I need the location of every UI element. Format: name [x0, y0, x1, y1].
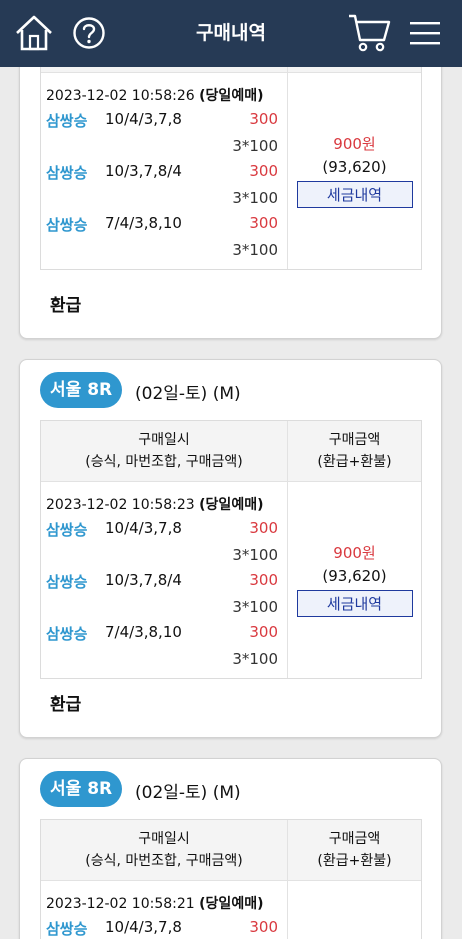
purchase-timestamp: 2023-12-02 10:58:21 (당일예매): [46, 896, 264, 912]
bet-amount: 300: [249, 519, 278, 537]
bet-amount: 300: [249, 162, 278, 180]
race-date: (02일-토) (M): [135, 384, 241, 404]
purchase-total: 900원 (93,620) 세금내역: [288, 133, 421, 208]
purchase-table: 구매일시 (승식, 마번조합, 구매금액) 구매금액 (환급+환불) 2023-12…: [40, 420, 422, 679]
bet-calc: 3*100: [232, 650, 278, 668]
bet-type: 삼쌍승: [46, 521, 88, 539]
header-purchase-time: 구매일시: [138, 432, 190, 448]
bet-row: 삼쌍승 10/3,7,8/4 300 3*100: [46, 162, 282, 214]
table-header: 구매일시 (승식, 마번조합, 구매금액) 구매금액 (환급+환불): [41, 421, 421, 482]
header-refund: (환급+환불): [317, 454, 392, 470]
bet-row: 삼쌍승 7/4/3,8,10 300 3*100: [46, 623, 282, 675]
refund-amount: (93,620): [322, 158, 387, 176]
bet-row: 삼쌍승 10/4/3,7,8 300 3*100: [46, 519, 282, 571]
bet-combo: 10/4/3,7,8: [105, 519, 182, 537]
bet-type: 삼쌍승: [46, 164, 88, 182]
bet-amount: 300: [249, 214, 278, 232]
purchase-card: 서울 8R (02일-토) (M) 구매일시 (승식, 마번조합, 구매금액) 구…: [19, 758, 442, 939]
bet-combo: 10/4/3,7,8: [105, 918, 182, 936]
bet-combo: 7/4/3,8,10: [105, 214, 182, 232]
bet-row: 삼쌍승 7/4/3,8,10 300 3*100: [46, 214, 282, 266]
table-body: 2023-12-02 10:58:26 (당일예매) 삼쌍승 10/4/3,7,…: [41, 73, 421, 269]
home-icon[interactable]: [14, 14, 54, 52]
table-body: 2023-12-02 10:58:23 (당일예매) 삼쌍승 10/4/3,7,…: [41, 482, 421, 678]
help-icon[interactable]: [72, 16, 106, 50]
cart-icon[interactable]: [347, 12, 391, 54]
purchase-table: 구매일시 (승식, 마번조합, 구매금액) 구매금액 (환급+환불) 2023-12…: [40, 819, 422, 939]
bet-combo: 10/4/3,7,8: [105, 110, 182, 128]
bet-type: 삼쌍승: [46, 573, 88, 591]
bet-calc: 3*100: [232, 241, 278, 259]
bet-combo: 10/3,7,8/4: [105, 162, 182, 180]
bet-amount: 300: [249, 571, 278, 589]
bet-amount: 300: [249, 918, 278, 936]
header-purchase-amount: 구매금액: [328, 831, 381, 847]
bet-calc: 3*100: [232, 189, 278, 207]
bet-type: 삼쌍승: [46, 920, 88, 938]
purchase-total: 900원 (93,620) 세금내역: [288, 542, 421, 617]
purchase-timestamp: 2023-12-02 10:58:26 (당일예매): [46, 88, 264, 104]
header-purchase-amount: 구매금액: [328, 432, 381, 448]
top-navigation-bar: 구매내역: [0, 0, 462, 67]
bet-type: 삼쌍승: [46, 625, 88, 643]
bet-combo: 10/3,7,8/4: [105, 571, 182, 589]
bet-amount: 300: [249, 110, 278, 128]
tax-details-button[interactable]: 세금내역: [296, 590, 413, 617]
race-badge: 서울 8R: [40, 372, 123, 408]
race-badge: 서울 8R: [40, 771, 123, 807]
refund-amount: (93,620): [322, 567, 387, 585]
purchase-timestamp: 2023-12-02 10:58:23 (당일예매): [46, 497, 264, 513]
tax-details-button[interactable]: 세금내역: [296, 181, 413, 208]
race-date: (02일-토) (M): [135, 783, 241, 803]
bet-row: 삼쌍승 10/4/3,7,8 300 3*100: [46, 918, 282, 939]
bet-type: 삼쌍승: [46, 216, 88, 234]
table-header: 구매일시 (승식, 마번조합, 구매금액) 구매금액 (환급+환불): [41, 820, 421, 881]
bet-combo: 7/4/3,8,10: [105, 623, 182, 641]
bet-calc: 3*100: [232, 546, 278, 564]
bet-row: 삼쌍승 10/4/3,7,8 300 3*100: [46, 110, 282, 162]
bet-calc: 3*100: [232, 598, 278, 616]
bet-row: 삼쌍승 10/3,7,8/4 300 3*100: [46, 571, 282, 623]
table-body: 2023-12-02 10:58:21 (당일예매) 삼쌍승 10/4/3,7,…: [41, 881, 421, 939]
total-amount: 900원: [333, 135, 376, 153]
header-bet-detail: (승식, 마번조합, 구매금액): [85, 454, 243, 470]
bet-amount: 300: [249, 623, 278, 641]
bet-type: 삼쌍승: [46, 112, 88, 130]
refund-status: 환급: [50, 296, 82, 316]
hamburger-menu-icon[interactable]: [409, 18, 441, 48]
purchase-card: 서울 8R (02일-토) (M) 구매일시 (승식, 마번조합, 구매금액) 구…: [19, 359, 442, 738]
page-title: 구매내역: [196, 22, 266, 44]
bet-calc: 3*100: [232, 137, 278, 155]
header-bet-detail: (승식, 마번조합, 구매금액): [85, 853, 243, 869]
header-refund: (환급+환불): [317, 853, 392, 869]
header-purchase-time: 구매일시: [138, 831, 190, 847]
total-amount: 900원: [333, 544, 376, 562]
refund-status: 환급: [50, 695, 82, 715]
